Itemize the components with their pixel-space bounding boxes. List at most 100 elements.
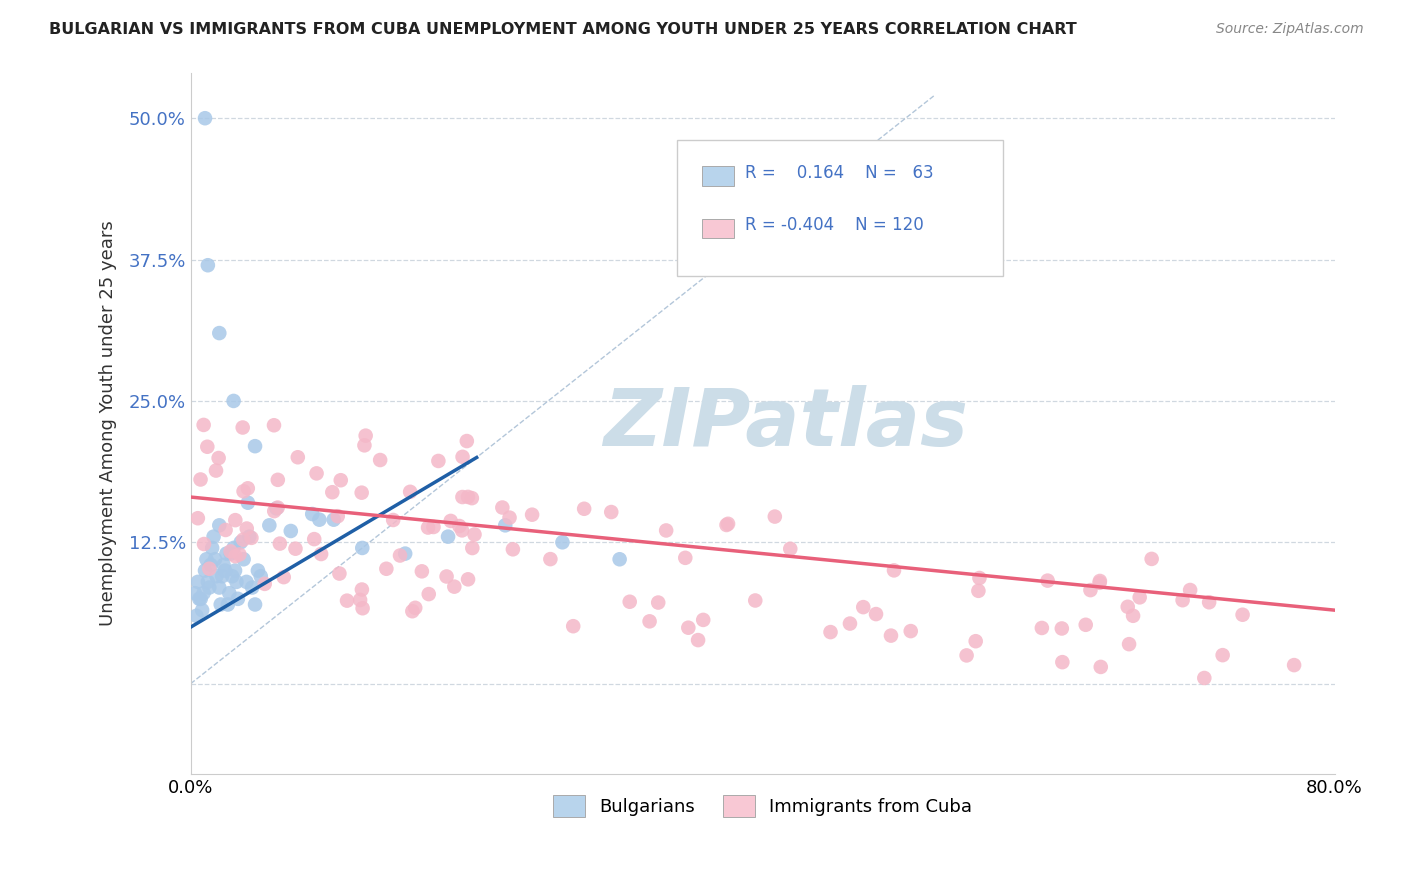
Point <box>716 518 738 533</box>
Point <box>461 491 484 505</box>
Point <box>208 518 231 533</box>
Point <box>236 481 259 495</box>
Point <box>1129 591 1152 605</box>
Point <box>249 569 271 583</box>
Point <box>418 587 440 601</box>
Point <box>744 593 766 607</box>
Point <box>308 513 330 527</box>
Point <box>195 552 218 566</box>
Point <box>655 524 678 538</box>
Point <box>457 490 479 504</box>
Point <box>820 625 842 640</box>
Point <box>673 550 696 565</box>
Point <box>246 564 269 578</box>
Point <box>190 473 212 487</box>
Point <box>191 603 214 617</box>
Point <box>212 558 235 572</box>
Point <box>243 598 266 612</box>
Point <box>1050 622 1073 636</box>
Point <box>451 524 474 538</box>
Point <box>232 533 254 547</box>
Point <box>198 562 221 576</box>
Point <box>259 518 281 533</box>
Point <box>267 473 290 487</box>
Y-axis label: Unemployment Among Youth under 25 years: Unemployment Among Youth under 25 years <box>100 220 117 626</box>
Point <box>232 420 254 434</box>
Point <box>394 547 416 561</box>
Point <box>224 513 246 527</box>
Point <box>222 541 245 555</box>
Point <box>280 524 302 538</box>
Point <box>451 450 474 464</box>
Point <box>686 633 709 648</box>
Point <box>1171 593 1194 607</box>
Point <box>350 485 373 500</box>
Text: R = -0.404    N = 120: R = -0.404 N = 120 <box>745 216 924 234</box>
Point <box>336 593 359 607</box>
Point <box>204 552 226 566</box>
Point <box>197 574 219 589</box>
Point <box>692 613 714 627</box>
Point <box>562 619 585 633</box>
Point <box>186 608 208 623</box>
Point <box>619 595 641 609</box>
Point <box>193 586 215 600</box>
Point <box>422 520 444 534</box>
Point <box>219 547 242 561</box>
Point <box>494 518 516 533</box>
Point <box>193 537 215 551</box>
Point <box>502 542 524 557</box>
Text: ZIPatlas: ZIPatlas <box>603 384 967 463</box>
Point <box>225 574 247 589</box>
Point <box>201 541 224 555</box>
Point <box>717 516 740 531</box>
Point <box>1212 648 1234 662</box>
Point <box>194 564 217 578</box>
Text: Source: ZipAtlas.com: Source: ZipAtlas.com <box>1216 22 1364 37</box>
Point <box>200 558 222 572</box>
Point <box>349 593 371 607</box>
Point <box>309 547 332 561</box>
Point <box>638 615 661 629</box>
FancyBboxPatch shape <box>702 166 734 186</box>
Point <box>1031 621 1053 635</box>
Point <box>491 500 513 515</box>
Point <box>232 484 254 499</box>
Point <box>263 418 285 433</box>
Point <box>427 454 450 468</box>
Point <box>226 591 249 606</box>
Point <box>416 520 439 534</box>
Point <box>678 621 700 635</box>
Point <box>287 450 309 465</box>
Point <box>214 564 236 578</box>
Point <box>1116 599 1139 614</box>
Point <box>647 596 669 610</box>
Point <box>195 440 218 454</box>
Point <box>273 570 295 584</box>
Point <box>221 569 243 583</box>
Point <box>326 509 349 524</box>
Point <box>463 527 485 541</box>
Point <box>214 523 236 537</box>
Point <box>763 509 786 524</box>
Point <box>350 582 373 597</box>
Point <box>240 581 263 595</box>
Point <box>228 548 250 562</box>
Point <box>202 530 225 544</box>
Point <box>1088 575 1111 590</box>
Point <box>219 544 242 558</box>
Point <box>266 501 288 516</box>
Point <box>229 535 252 549</box>
Point <box>600 505 623 519</box>
Point <box>451 490 474 504</box>
Point <box>211 569 233 583</box>
Point <box>208 326 231 340</box>
Point <box>205 569 228 583</box>
Point <box>208 581 231 595</box>
Point <box>269 536 291 550</box>
Point <box>209 598 232 612</box>
Point <box>436 569 458 583</box>
Point <box>437 530 460 544</box>
Point <box>235 574 257 589</box>
Point <box>368 453 391 467</box>
